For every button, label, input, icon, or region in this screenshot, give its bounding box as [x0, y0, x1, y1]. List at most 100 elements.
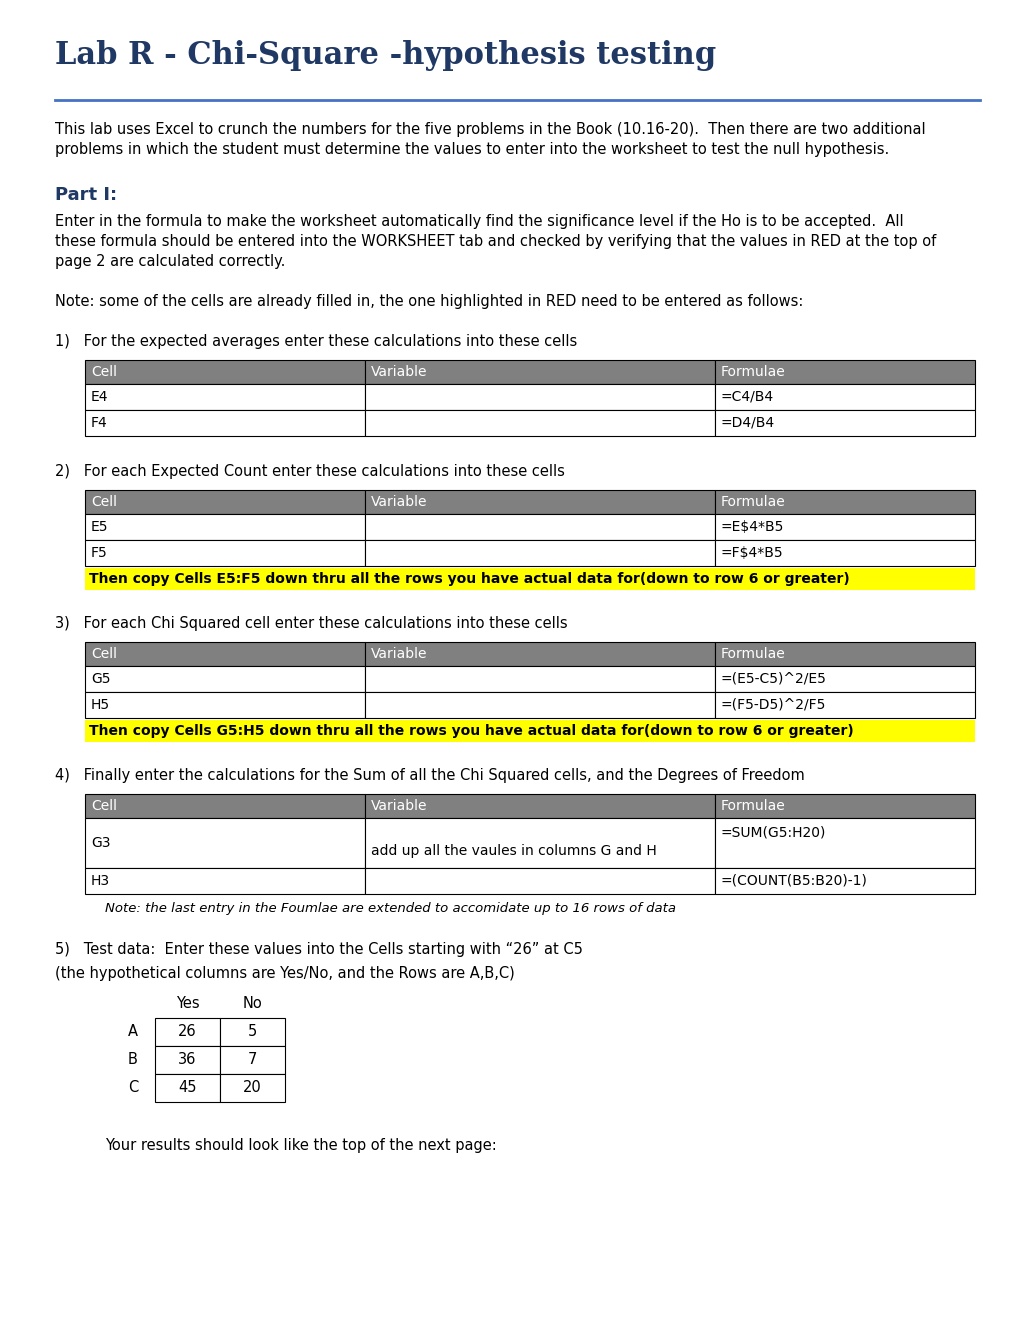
Bar	[155, 1018, 220, 1045]
Bar	[85, 642, 365, 667]
Text: Cell: Cell	[91, 366, 117, 379]
Text: =SUM(G5:H20): =SUM(G5:H20)	[720, 826, 825, 840]
Text: G5: G5	[91, 672, 110, 686]
Text: Variable: Variable	[371, 495, 427, 510]
Text: Your results should look like the top of the next page:: Your results should look like the top of…	[105, 1138, 496, 1152]
Text: G3: G3	[91, 836, 110, 850]
Text: 5)   Test data:  Enter these values into the Cells starting with “26” at C5: 5) Test data: Enter these values into th…	[55, 942, 582, 957]
Text: =C4/B4: =C4/B4	[720, 389, 773, 404]
Bar	[365, 818, 714, 869]
Text: B: B	[128, 1052, 138, 1068]
Bar	[365, 513, 714, 540]
Bar	[365, 540, 714, 566]
Text: H3: H3	[91, 874, 110, 888]
Text: Note: some of the cells are already filled in, the one highlighted in RED need t: Note: some of the cells are already fill…	[55, 294, 803, 309]
Text: page 2 are calculated correctly.: page 2 are calculated correctly.	[55, 253, 285, 269]
Text: Enter in the formula to make the worksheet automatically find the significance l: Enter in the formula to make the workshe…	[55, 214, 903, 228]
Bar	[714, 642, 974, 667]
Bar	[714, 513, 974, 540]
Text: Variable: Variable	[371, 799, 427, 813]
Text: =(E5-C5)^2/E5: =(E5-C5)^2/E5	[720, 672, 826, 686]
Text: 2)   For each Expected Count enter these calculations into these cells: 2) For each Expected Count enter these c…	[55, 465, 565, 479]
Text: Formulae: Formulae	[720, 799, 785, 813]
Bar	[365, 795, 714, 818]
Bar	[714, 540, 974, 566]
Text: F4: F4	[91, 416, 108, 430]
Text: Variable: Variable	[371, 366, 427, 379]
Text: 4)   Finally enter the calculations for the Sum of all the Chi Squared cells, an: 4) Finally enter the calculations for th…	[55, 768, 804, 783]
Text: Then copy Cells G5:H5 down thru all the rows you have actual data for(down to ro: Then copy Cells G5:H5 down thru all the …	[89, 723, 853, 738]
Text: =E$4*B5: =E$4*B5	[720, 520, 784, 535]
Bar	[85, 795, 365, 818]
Text: Variable: Variable	[371, 647, 427, 661]
Bar	[155, 1074, 220, 1102]
Bar	[714, 384, 974, 411]
Text: 3)   For each Chi Squared cell enter these calculations into these cells: 3) For each Chi Squared cell enter these…	[55, 616, 567, 631]
Text: add up all the vaules in columns G and H: add up all the vaules in columns G and H	[371, 843, 656, 858]
Text: Cell: Cell	[91, 799, 117, 813]
Text: C: C	[127, 1081, 138, 1096]
Text: =D4/B4: =D4/B4	[720, 416, 774, 430]
Bar	[365, 490, 714, 513]
Bar	[220, 1074, 284, 1102]
Bar	[85, 568, 974, 590]
Bar	[85, 540, 365, 566]
Bar	[155, 1045, 220, 1074]
Text: H5: H5	[91, 698, 110, 711]
Bar	[714, 869, 974, 894]
Bar	[85, 411, 365, 436]
Text: Part I:: Part I:	[55, 186, 117, 205]
Bar	[714, 490, 974, 513]
Text: No: No	[243, 997, 262, 1011]
Text: 20: 20	[243, 1081, 262, 1096]
Text: 36: 36	[178, 1052, 197, 1068]
Text: 26: 26	[178, 1024, 197, 1040]
Bar	[85, 869, 365, 894]
Bar	[714, 360, 974, 384]
Bar	[85, 818, 365, 869]
Text: Formulae: Formulae	[720, 366, 785, 379]
Bar	[365, 360, 714, 384]
Text: Cell: Cell	[91, 647, 117, 661]
Text: F5: F5	[91, 546, 108, 560]
Bar	[85, 667, 365, 692]
Bar	[714, 692, 974, 718]
Bar	[365, 667, 714, 692]
Bar	[85, 692, 365, 718]
Bar	[714, 818, 974, 869]
Text: Cell: Cell	[91, 495, 117, 510]
Text: these formula should be entered into the WORKSHEET tab and checked by verifying : these formula should be entered into the…	[55, 234, 935, 249]
Text: 5: 5	[248, 1024, 257, 1040]
Bar	[714, 411, 974, 436]
Text: Note: the last entry in the Foumlae are extended to accomidate up to 16 rows of : Note: the last entry in the Foumlae are …	[105, 902, 676, 915]
Bar	[85, 513, 365, 540]
Bar	[220, 1018, 284, 1045]
Bar	[85, 719, 974, 742]
Text: =F$4*B5: =F$4*B5	[720, 546, 783, 560]
Bar	[365, 642, 714, 667]
Bar	[365, 869, 714, 894]
Text: E4: E4	[91, 389, 108, 404]
Bar	[365, 384, 714, 411]
Bar	[85, 360, 365, 384]
Text: Yes: Yes	[175, 997, 199, 1011]
Bar	[365, 692, 714, 718]
Bar	[365, 411, 714, 436]
Text: =(COUNT(B5:B20)-1): =(COUNT(B5:B20)-1)	[720, 874, 867, 888]
Text: Then copy Cells E5:F5 down thru all the rows you have actual data for(down to ro: Then copy Cells E5:F5 down thru all the …	[89, 572, 849, 586]
Text: Lab R - Chi-Square -hypothesis testing: Lab R - Chi-Square -hypothesis testing	[55, 40, 715, 71]
Bar	[85, 384, 365, 411]
Text: 45: 45	[178, 1081, 197, 1096]
Text: 7: 7	[248, 1052, 257, 1068]
Text: Formulae: Formulae	[720, 647, 785, 661]
Bar	[714, 795, 974, 818]
Text: This lab uses Excel to crunch the numbers for the five problems in the Book (10.: This lab uses Excel to crunch the number…	[55, 121, 924, 137]
Text: A: A	[127, 1024, 138, 1040]
Text: E5: E5	[91, 520, 108, 535]
Text: =(F5-D5)^2/F5: =(F5-D5)^2/F5	[720, 698, 825, 711]
Text: problems in which the student must determine the values to enter into the worksh: problems in which the student must deter…	[55, 143, 889, 157]
Bar	[220, 1045, 284, 1074]
Text: Formulae: Formulae	[720, 495, 785, 510]
Bar	[714, 667, 974, 692]
Text: (the hypothetical columns are Yes/No, and the Rows are A,B,C): (the hypothetical columns are Yes/No, an…	[55, 966, 515, 981]
